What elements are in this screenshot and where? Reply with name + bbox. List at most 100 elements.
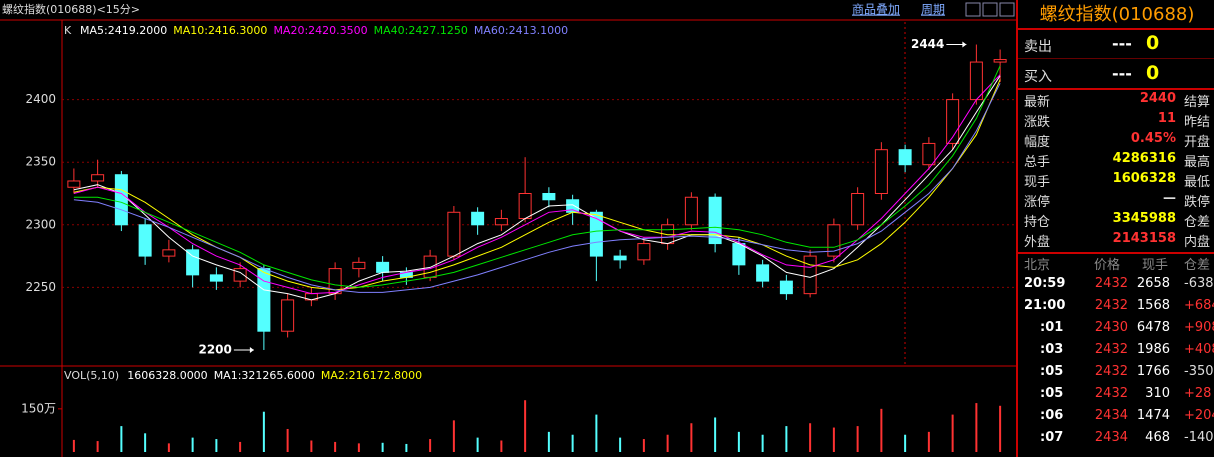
- tick-cell: :06: [1040, 408, 1064, 423]
- candle-body: [209, 274, 223, 282]
- candle-body: [542, 193, 556, 201]
- tick-row: :05 2432 1766 -350: [1018, 364, 1214, 384]
- legend-entry: MA2:216172.8000: [321, 369, 422, 382]
- legend-entry: MA5:2419.2000: [80, 24, 167, 37]
- quote-label: 最低: [1184, 175, 1211, 190]
- volume-title: VOL(5,10): [64, 369, 119, 382]
- nav-button[interactable]: [965, 2, 981, 17]
- y-tick-label: 150万: [21, 401, 56, 415]
- candle-body: [827, 224, 841, 257]
- quote-row: 持仓 3345988 仓差: [1018, 210, 1214, 230]
- legend-entry: MA40:2427.1250: [374, 24, 468, 37]
- tick-cell: :03: [1040, 342, 1064, 357]
- tick-cell: 20:59: [1024, 276, 1066, 291]
- overlay-link[interactable]: 商品叠加: [852, 2, 900, 17]
- legend-entry: MA20:2420.3500: [273, 24, 367, 37]
- period-link[interactable]: 周期: [921, 3, 945, 17]
- quote-label: 最新: [1024, 95, 1051, 110]
- y-tick-label: 2350: [25, 155, 56, 169]
- candle-body: [138, 224, 152, 257]
- legend-entry: MA60:2413.1000: [474, 24, 568, 37]
- tick-cell: 1474: [1136, 408, 1170, 423]
- quote-row: 幅度 0.45% 开盘: [1018, 130, 1214, 150]
- order-volume: 0: [1146, 32, 1160, 54]
- candle-body: [779, 280, 793, 295]
- candle-body: [922, 142, 936, 166]
- nav-button[interactable]: [982, 2, 998, 17]
- candle-body: [376, 261, 390, 273]
- extreme-arrow-head: [962, 41, 967, 48]
- quote-value: 2440: [1139, 91, 1176, 106]
- tick-cell: 1986: [1136, 342, 1170, 357]
- tick-cell: +684: [1184, 298, 1214, 313]
- ma-line: [73, 74, 1001, 295]
- tick-cell: :05: [1040, 386, 1064, 401]
- quote-label: 昨结: [1184, 115, 1211, 130]
- quote-row: 涨停 — 跌停: [1018, 190, 1214, 210]
- candle-body: [281, 299, 295, 332]
- tick-row: :06 2434 1474 +204: [1018, 408, 1214, 428]
- tick-cell: 2432: [1094, 342, 1128, 357]
- top-bar: [0, 0, 1016, 20]
- legend-entry: MA10:2416.3000: [173, 24, 267, 37]
- extreme-arrow-head: [249, 346, 254, 353]
- quote-label: 现手: [1024, 175, 1051, 190]
- extreme-label: 2444: [911, 37, 944, 51]
- quote-title: 螺纹指数(010688): [1018, 2, 1214, 30]
- quote-label: 幅度: [1024, 135, 1051, 150]
- candle-body: [684, 196, 698, 226]
- tick-cell: +28: [1184, 386, 1212, 401]
- candle-body: [969, 61, 983, 101]
- tick-cell: 6478: [1136, 320, 1170, 335]
- candle-body: [162, 249, 176, 257]
- candle-body: [993, 59, 1007, 63]
- legend-entry: 1606328.0000: [127, 369, 207, 382]
- candle-body: [471, 211, 485, 226]
- quote-label: 最高: [1184, 155, 1211, 170]
- tick-cell: 2432: [1094, 276, 1128, 291]
- quote-value: 4286316: [1112, 151, 1176, 166]
- legend-entry: MA1:321265.6000: [214, 369, 315, 382]
- quote-row: 涨跌 11 昨结: [1018, 110, 1214, 130]
- candle-body: [518, 193, 532, 220]
- candle-body: [352, 261, 366, 270]
- quote-label: 外盘: [1024, 235, 1051, 250]
- ticks-column: 现手: [1142, 258, 1169, 273]
- y-tick-label: 2400: [25, 92, 56, 106]
- candle-body: [732, 243, 746, 266]
- candle-body: [494, 218, 508, 226]
- nav-button[interactable]: [999, 2, 1015, 17]
- order-row: 买入 --- 0: [1018, 60, 1214, 90]
- quote-row: 总手 4286316 最高: [1018, 150, 1214, 170]
- ma-line: [73, 75, 1001, 301]
- candle-body: [67, 180, 81, 188]
- quote-value: 3345988: [1112, 211, 1176, 226]
- quote-label: 总手: [1024, 155, 1051, 170]
- quote-value: 1606328: [1112, 171, 1176, 186]
- y-tick-label: 2250: [25, 280, 56, 294]
- tick-cell: :01: [1040, 320, 1064, 335]
- tick-cell: 468: [1145, 430, 1170, 445]
- candle-body: [851, 193, 865, 226]
- quote-label: 持仓: [1024, 215, 1051, 230]
- tick-cell: 21:00: [1024, 298, 1066, 313]
- tick-cell: 2658: [1136, 276, 1170, 291]
- tick-cell: :05: [1040, 364, 1064, 379]
- tick-cell: -6388: [1184, 276, 1214, 291]
- candle-body: [233, 268, 247, 282]
- quote-row: 现手 1606328 最低: [1018, 170, 1214, 190]
- order-price: ---: [1112, 64, 1132, 83]
- tick-cell: 310: [1145, 386, 1170, 401]
- chart: 螺纹指数(010688)<15分> 商品叠加 周期 K VOL(5,10) 22…: [0, 0, 1016, 457]
- tick-cell: +204: [1184, 408, 1214, 423]
- chart-title: 螺纹指数(010688)<15分>: [2, 2, 140, 16]
- tick-row: 20:59 2432 2658 -6388: [1018, 276, 1214, 296]
- tick-cell: 2432: [1094, 298, 1128, 313]
- tick-row: :07 2434 468 -140: [1018, 430, 1214, 450]
- candle-body: [589, 211, 603, 257]
- tick-cell: 2432: [1094, 386, 1128, 401]
- quote-label: 涨停: [1024, 195, 1051, 210]
- quote-value: 2143158: [1112, 231, 1176, 246]
- order-row: 卖出 --- 0: [1018, 30, 1214, 59]
